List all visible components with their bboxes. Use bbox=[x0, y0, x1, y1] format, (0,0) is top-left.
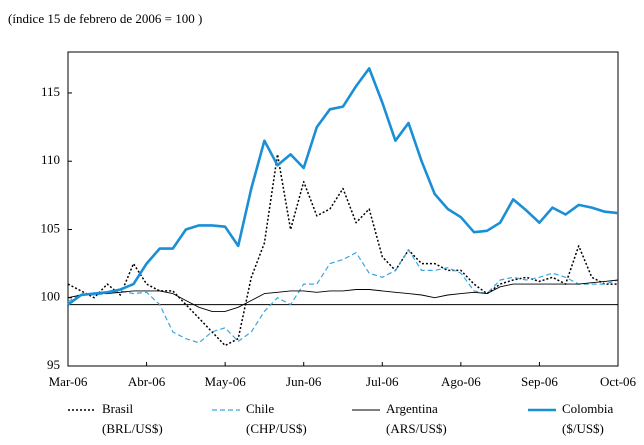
legend-unit: (ARS/US$) bbox=[386, 421, 447, 436]
plot-frame bbox=[67, 51, 619, 367]
y-tick-label: 95 bbox=[47, 357, 60, 372]
y-tick-label: 105 bbox=[41, 220, 61, 235]
x-tick-label: Oct-06 bbox=[600, 374, 637, 389]
legend-label: Argentina bbox=[386, 401, 438, 416]
legend-label: Colombia bbox=[562, 401, 614, 416]
x-tick-label: May-06 bbox=[205, 374, 247, 389]
y-tick-label: 115 bbox=[41, 84, 60, 99]
series-line bbox=[67, 249, 619, 344]
y-tick-label: 100 bbox=[41, 289, 61, 304]
legend-unit: (BRL/US$) bbox=[102, 421, 163, 436]
legend-unit: (CHP/US$) bbox=[246, 421, 307, 436]
x-tick-label: Jul-06 bbox=[366, 374, 399, 389]
series-line bbox=[67, 67, 619, 306]
x-tick-label: Abr-06 bbox=[128, 374, 166, 389]
series-line bbox=[67, 279, 619, 312]
chart-subtitle: (índice 15 de febrero de 2006 = 100 ) bbox=[8, 11, 202, 26]
legend-unit: ($/US$) bbox=[562, 421, 604, 436]
y-tick-label: 110 bbox=[41, 152, 60, 167]
x-tick-label: Ago-06 bbox=[441, 374, 481, 389]
x-tick-label: Jun-06 bbox=[286, 374, 322, 389]
legend-label: Chile bbox=[246, 401, 274, 416]
x-tick-label: Mar-06 bbox=[49, 374, 88, 389]
series-line bbox=[67, 153, 618, 347]
x-tick-label: Sep-06 bbox=[521, 374, 558, 389]
legend-label: Brasil bbox=[102, 401, 133, 416]
